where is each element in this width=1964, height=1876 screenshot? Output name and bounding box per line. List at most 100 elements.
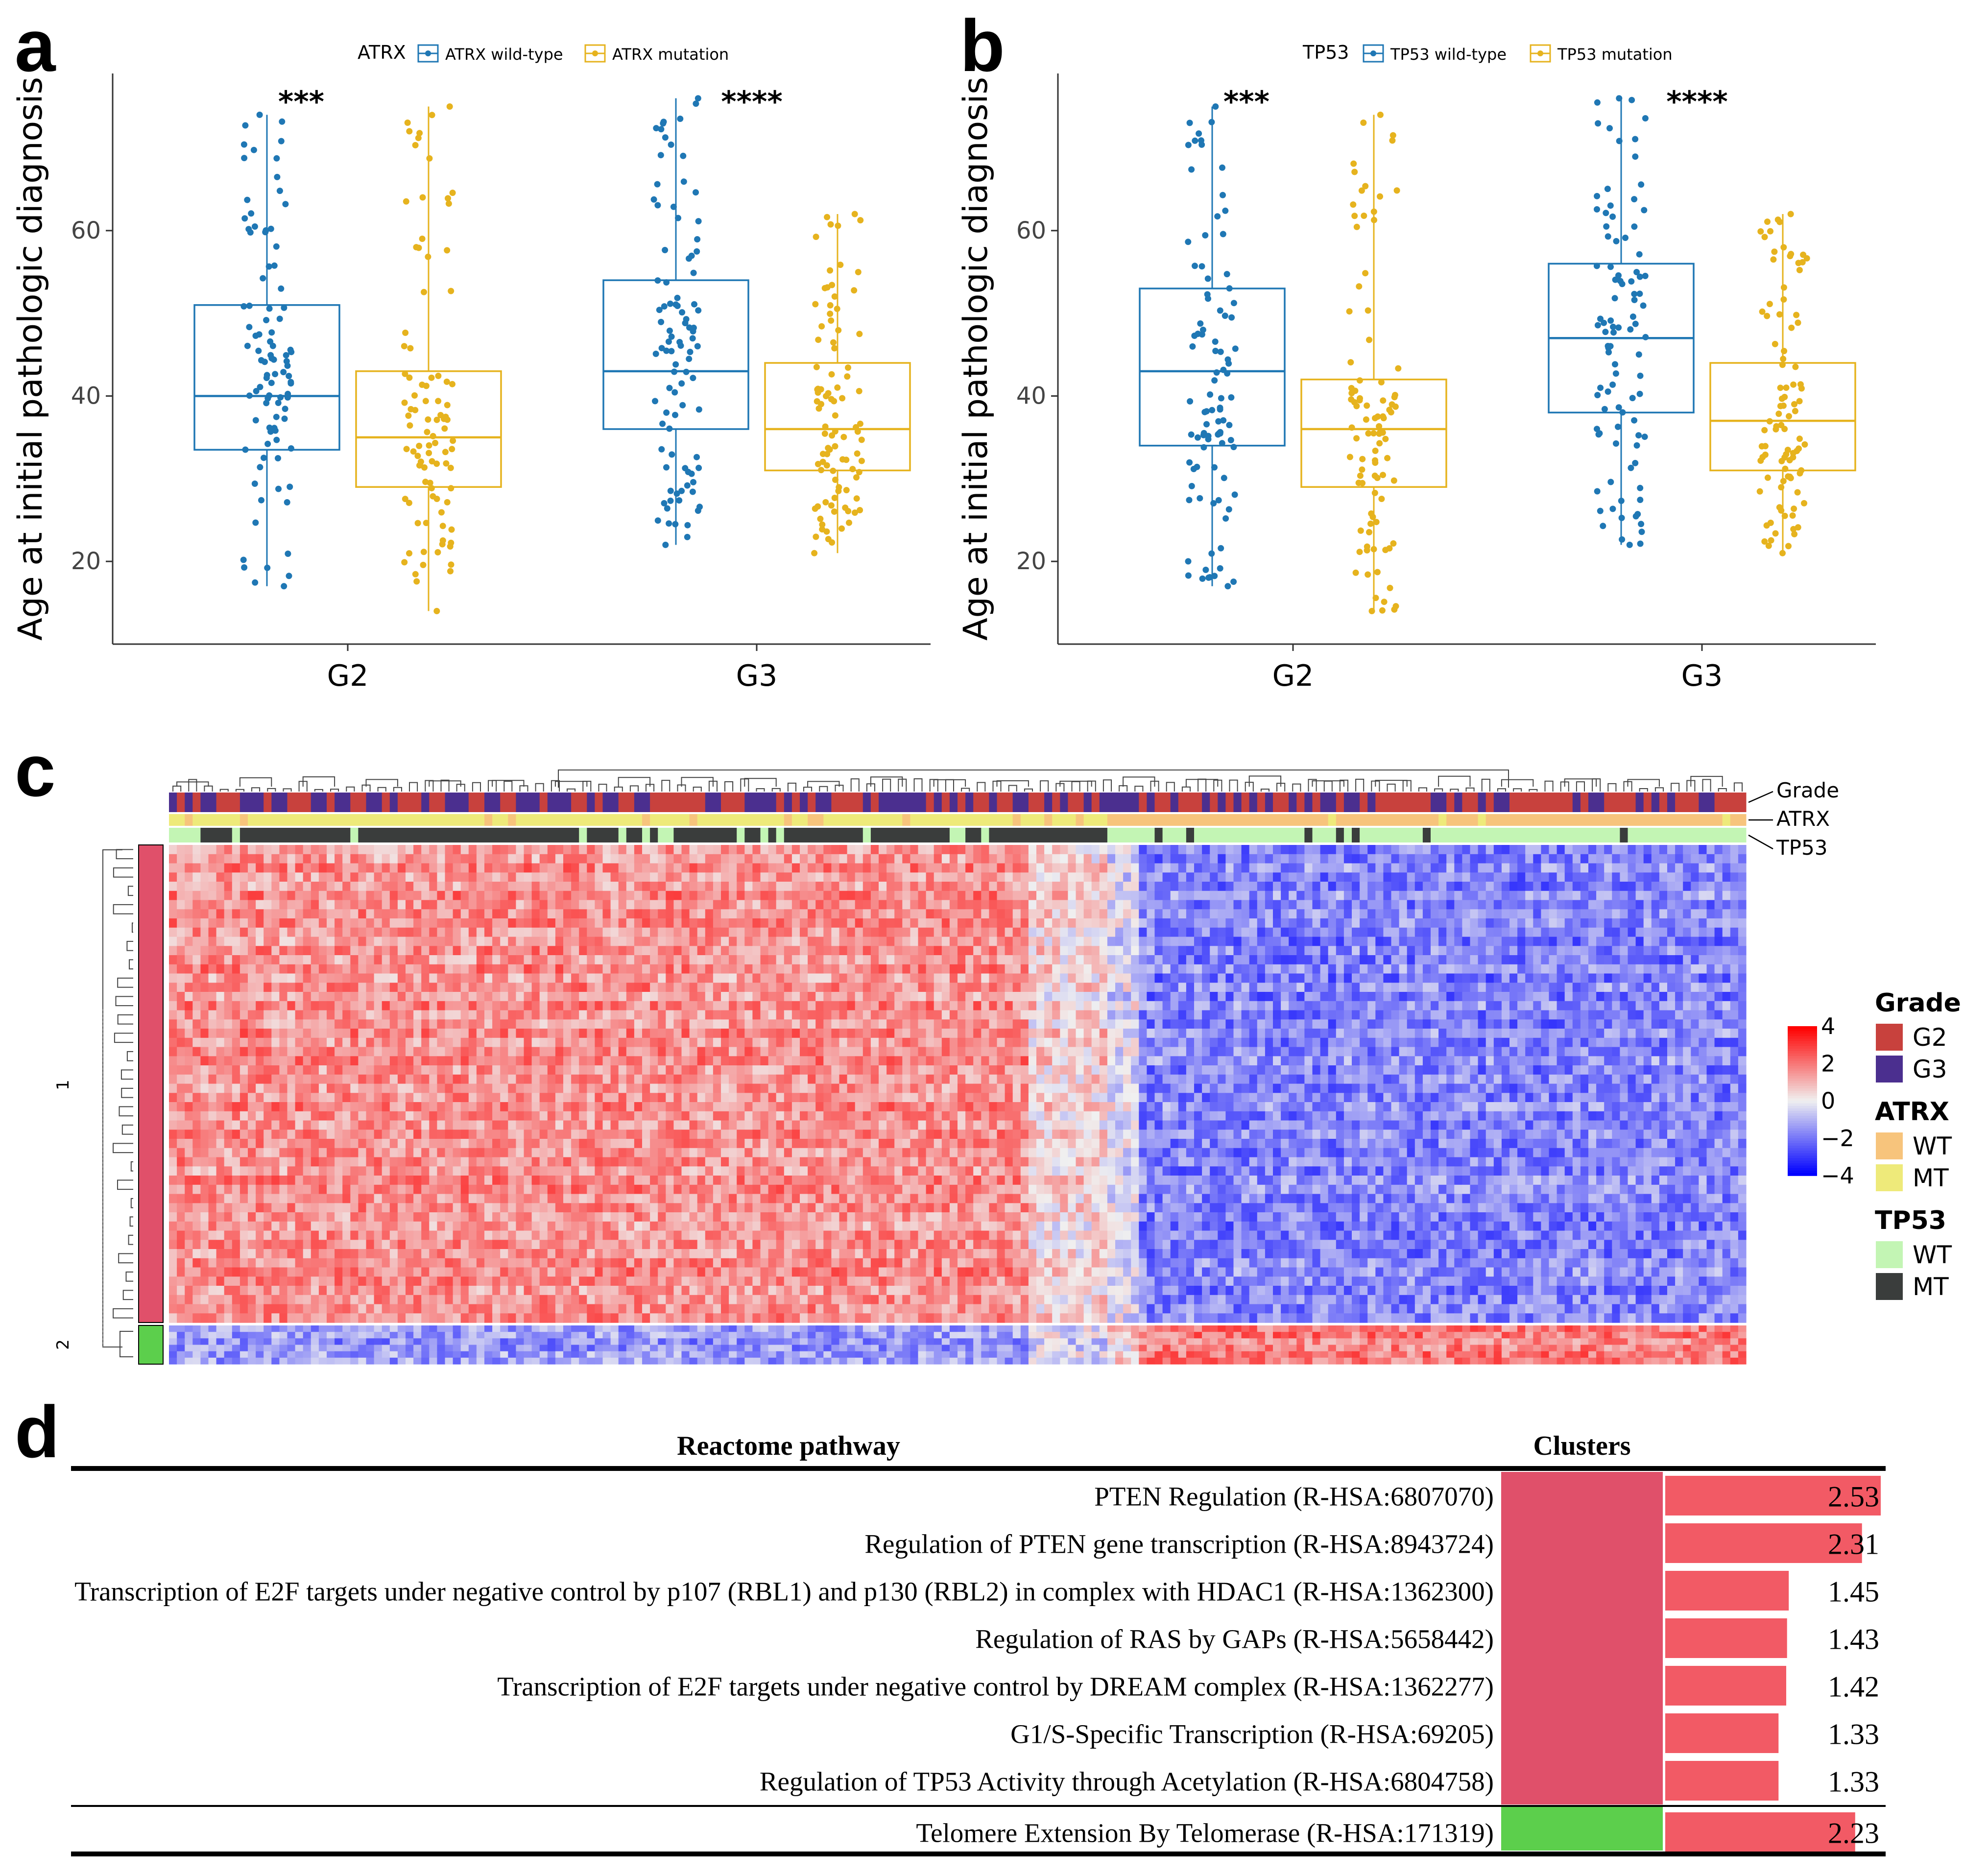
heatmap-cell xyxy=(870,909,879,919)
data-point xyxy=(262,229,269,236)
heatmap-cell xyxy=(949,1029,958,1038)
data-point xyxy=(1629,96,1635,103)
heatmap-cell xyxy=(958,955,966,965)
heatmap-cell xyxy=(571,955,579,965)
heatmap-cell xyxy=(1170,909,1179,919)
heatmap-cell xyxy=(839,1001,848,1011)
heatmap-cell xyxy=(689,863,698,873)
data-point xyxy=(835,327,842,334)
heatmap-cell xyxy=(389,992,398,1002)
heatmap-cell xyxy=(855,918,863,928)
heatmap-cell xyxy=(1281,1001,1289,1011)
heatmap-cell xyxy=(1470,1019,1479,1029)
heatmap-cell xyxy=(721,890,729,901)
heatmap-cell xyxy=(1470,927,1479,938)
heatmap-cell xyxy=(626,937,635,946)
heatmap-cell xyxy=(831,992,840,1002)
heatmap-cell xyxy=(1454,890,1462,901)
heatmap-cell xyxy=(335,854,343,864)
heatmap-cell xyxy=(1509,845,1518,855)
heatmap-cell xyxy=(1517,964,1526,974)
data-point xyxy=(1358,187,1365,194)
heatmap-cell xyxy=(374,918,383,928)
heatmap-cell xyxy=(1612,973,1620,983)
heatmap-cell xyxy=(1336,900,1344,910)
heatmap-cell xyxy=(1289,890,1297,901)
heatmap-cell xyxy=(492,845,501,855)
heatmap-cell xyxy=(413,900,422,910)
heatmap-cell xyxy=(673,863,682,873)
heatmap-cell xyxy=(1659,845,1668,855)
heatmap-cell xyxy=(697,1010,706,1020)
data-point xyxy=(401,559,408,566)
heatmap-cell xyxy=(1620,918,1629,928)
heatmap-cell xyxy=(1438,927,1447,938)
heatmap-cell xyxy=(429,1001,437,1011)
heatmap-cell xyxy=(744,909,753,919)
heatmap-cell xyxy=(791,882,800,891)
heatmap-cell xyxy=(1170,918,1179,928)
heatmap-cell xyxy=(768,1001,777,1011)
heatmap-cell xyxy=(1178,973,1187,983)
heatmap-cell xyxy=(1580,882,1589,891)
heatmap-cell xyxy=(1202,900,1210,910)
heatmap-cell xyxy=(1509,937,1518,946)
heatmap-cell xyxy=(579,845,587,855)
heatmap-cell xyxy=(1257,872,1266,882)
heatmap-cell xyxy=(886,955,895,965)
heatmap-cell xyxy=(1446,937,1455,946)
heatmap-cell xyxy=(1391,946,1400,956)
heatmap-cell xyxy=(1336,983,1344,992)
heatmap-cell xyxy=(460,946,469,956)
heatmap-cell xyxy=(1446,845,1455,855)
data-point xyxy=(674,294,681,301)
heatmap-cell xyxy=(295,872,304,882)
heatmap-cell xyxy=(673,872,682,882)
heatmap-cell xyxy=(1572,927,1581,938)
data-point xyxy=(402,370,408,377)
heatmap-cell xyxy=(934,890,942,901)
heatmap-cell xyxy=(177,1001,185,1011)
heatmap-cell xyxy=(200,992,209,1002)
heatmap-cell xyxy=(610,1029,619,1038)
heatmap-cell xyxy=(350,964,359,974)
data-point xyxy=(256,111,263,118)
heatmap-cell xyxy=(208,1019,217,1029)
heatmap-cell xyxy=(910,909,919,919)
heatmap-cell xyxy=(1478,918,1486,928)
heatmap-cell xyxy=(350,882,359,891)
data-point xyxy=(1772,530,1779,537)
heatmap-cell xyxy=(894,1010,903,1020)
heatmap-cell xyxy=(1383,955,1392,965)
data-point xyxy=(421,289,427,295)
heatmap-cell xyxy=(973,955,982,965)
heatmap-cell xyxy=(539,1019,548,1029)
heatmap-cell xyxy=(216,927,225,938)
data-point xyxy=(669,451,675,458)
heatmap-cell xyxy=(1312,937,1321,946)
heatmap-cell xyxy=(1588,845,1597,855)
heatmap-cell xyxy=(1549,1019,1557,1029)
heatmap-cell xyxy=(1367,909,1376,919)
heatmap-cell xyxy=(1383,854,1392,864)
heatmap-cell xyxy=(1336,937,1344,946)
heatmap-cell xyxy=(1391,973,1400,983)
heatmap-cell xyxy=(224,872,233,882)
heatmap-cell xyxy=(563,973,572,983)
heatmap-cell xyxy=(571,872,579,882)
heatmap-cell xyxy=(1517,983,1526,992)
heatmap-cell xyxy=(335,872,343,882)
heatmap-cell xyxy=(311,909,319,919)
heatmap-cell xyxy=(1210,909,1218,919)
heatmap-cell xyxy=(1107,946,1116,956)
heatmap-cell xyxy=(1249,900,1258,910)
heatmap-cell xyxy=(1036,983,1045,992)
heatmap-cell xyxy=(185,854,193,864)
heatmap-cell xyxy=(374,1029,383,1038)
heatmap-cell xyxy=(1596,1001,1605,1011)
heatmap-cell xyxy=(1407,1001,1415,1011)
heatmap-cell xyxy=(737,946,745,956)
heatmap-cell xyxy=(1533,872,1541,882)
data-point xyxy=(693,189,699,196)
heatmap-cell xyxy=(1249,973,1258,983)
